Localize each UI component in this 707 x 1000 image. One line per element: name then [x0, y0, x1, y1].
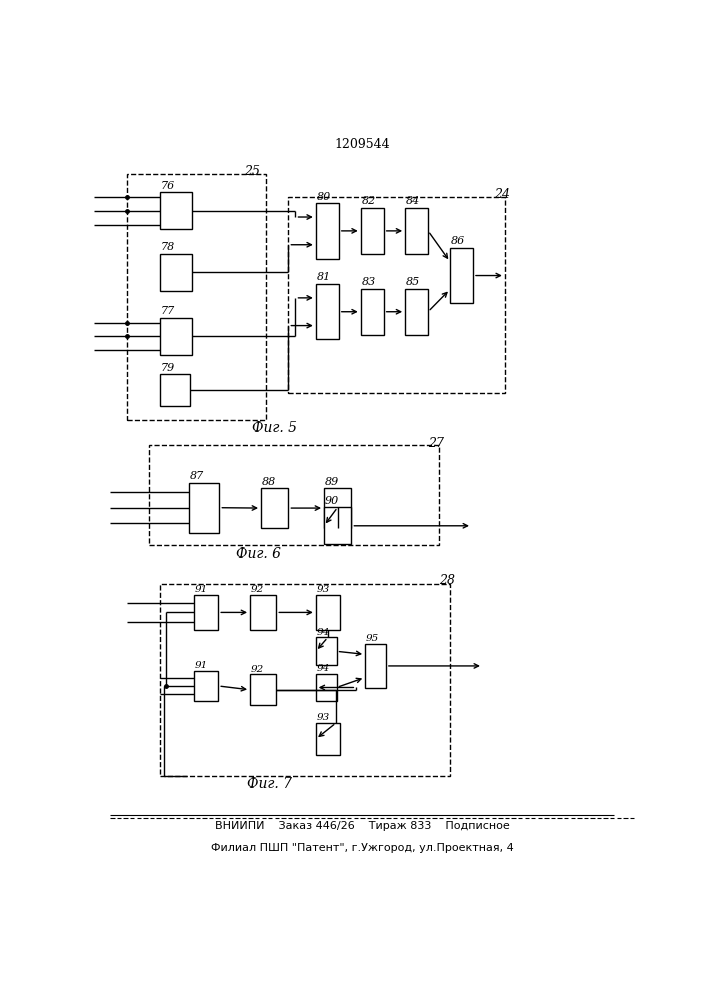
- Text: 95: 95: [366, 634, 379, 643]
- Text: 82: 82: [362, 196, 376, 206]
- Text: 94: 94: [316, 664, 329, 673]
- Text: 27: 27: [428, 437, 444, 450]
- Text: Фиг. 6: Фиг. 6: [235, 547, 281, 561]
- Text: 77: 77: [160, 306, 175, 316]
- Bar: [194, 595, 218, 630]
- Text: 24: 24: [494, 188, 510, 201]
- Text: 93: 93: [316, 585, 329, 594]
- Bar: [160, 584, 450, 776]
- Text: Фиг. 5: Фиг. 5: [252, 421, 297, 435]
- Bar: [365, 644, 386, 688]
- Bar: [361, 289, 384, 335]
- Text: 90: 90: [325, 496, 339, 506]
- Bar: [250, 674, 276, 705]
- Bar: [316, 637, 337, 665]
- Text: 1209544: 1209544: [334, 138, 390, 151]
- Bar: [361, 208, 384, 254]
- Text: 92: 92: [250, 585, 264, 594]
- Bar: [160, 192, 192, 229]
- Text: 76: 76: [160, 181, 175, 191]
- Bar: [324, 507, 351, 544]
- Text: 85: 85: [407, 277, 421, 287]
- Text: Филиал ПШП "Патент", г.Ужгород, ул.Проектная, 4: Филиал ПШП "Патент", г.Ужгород, ул.Проек…: [211, 843, 514, 853]
- Bar: [127, 174, 267, 420]
- Bar: [405, 289, 428, 335]
- Text: 28: 28: [439, 574, 455, 587]
- Bar: [316, 674, 337, 701]
- Bar: [160, 318, 192, 355]
- Text: 92: 92: [250, 665, 264, 674]
- Bar: [316, 284, 339, 339]
- Text: 94: 94: [316, 628, 329, 637]
- Text: 89: 89: [325, 477, 339, 487]
- Text: 25: 25: [245, 165, 261, 178]
- Text: 88: 88: [262, 477, 276, 487]
- Bar: [316, 723, 340, 755]
- Text: 87: 87: [189, 471, 204, 481]
- Text: 91: 91: [194, 661, 208, 670]
- Text: Фиг. 7: Фиг. 7: [247, 777, 292, 791]
- Bar: [261, 488, 288, 528]
- Bar: [194, 671, 218, 701]
- Text: 78: 78: [160, 242, 175, 252]
- Text: 84: 84: [407, 196, 421, 206]
- Bar: [160, 374, 189, 406]
- Bar: [148, 445, 439, 545]
- Text: 86: 86: [451, 236, 465, 246]
- Bar: [405, 208, 428, 254]
- Bar: [160, 254, 192, 291]
- Text: 80: 80: [317, 192, 331, 202]
- Text: 81: 81: [317, 272, 331, 282]
- Text: 91: 91: [194, 585, 208, 594]
- Bar: [316, 595, 340, 630]
- Bar: [324, 488, 351, 528]
- Bar: [316, 203, 339, 259]
- Text: 93: 93: [316, 713, 329, 722]
- Bar: [450, 248, 473, 303]
- Bar: [189, 483, 219, 533]
- Bar: [250, 595, 276, 630]
- Text: 79: 79: [160, 363, 175, 373]
- Text: ВНИИПИ    Заказ 446/26    Тираж 833    Подписное: ВНИИПИ Заказ 446/26 Тираж 833 Подписное: [215, 821, 510, 831]
- Bar: [288, 197, 505, 393]
- Text: 83: 83: [362, 277, 376, 287]
